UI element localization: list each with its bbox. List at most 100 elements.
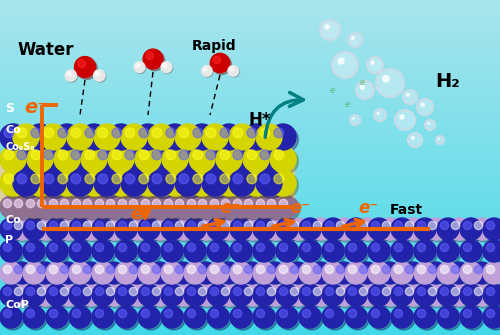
Circle shape <box>244 199 252 208</box>
Bar <box>0 262 500 263</box>
Circle shape <box>98 150 108 160</box>
Circle shape <box>72 309 80 318</box>
Circle shape <box>142 243 150 252</box>
Circle shape <box>204 148 231 174</box>
Circle shape <box>0 170 26 196</box>
Circle shape <box>186 220 208 242</box>
Bar <box>0 202 500 203</box>
Bar <box>0 46 500 47</box>
Bar <box>0 17 500 18</box>
Circle shape <box>232 148 258 174</box>
Circle shape <box>207 306 229 328</box>
Circle shape <box>139 174 149 184</box>
Circle shape <box>96 243 104 252</box>
Circle shape <box>324 308 346 330</box>
Bar <box>0 4 500 5</box>
Bar <box>0 54 500 55</box>
Bar <box>0 122 500 123</box>
Circle shape <box>186 198 208 220</box>
Circle shape <box>105 286 127 308</box>
Circle shape <box>103 196 125 218</box>
Circle shape <box>381 286 403 308</box>
Text: Water: Water <box>18 41 74 59</box>
Bar <box>0 108 500 109</box>
Bar <box>0 204 500 205</box>
Bar <box>0 201 500 202</box>
Circle shape <box>161 306 183 328</box>
Bar <box>0 19 500 20</box>
Bar <box>0 227 500 228</box>
Bar <box>0 124 500 125</box>
Circle shape <box>322 262 344 284</box>
Circle shape <box>440 221 448 230</box>
Circle shape <box>4 265 12 274</box>
Circle shape <box>143 49 163 69</box>
Circle shape <box>161 218 183 240</box>
Circle shape <box>232 286 254 308</box>
Bar <box>0 215 500 216</box>
Circle shape <box>464 221 471 230</box>
Bar <box>0 158 500 159</box>
Bar <box>0 276 500 277</box>
Circle shape <box>202 170 228 196</box>
Bar <box>0 163 500 164</box>
Circle shape <box>210 221 218 230</box>
Circle shape <box>483 262 500 284</box>
Circle shape <box>128 220 150 242</box>
Circle shape <box>347 220 369 242</box>
Circle shape <box>450 220 472 242</box>
Circle shape <box>26 265 34 274</box>
Bar <box>0 166 500 167</box>
Bar <box>0 147 500 148</box>
Bar <box>0 52 500 53</box>
Bar <box>0 153 500 154</box>
Circle shape <box>255 242 277 264</box>
Circle shape <box>108 170 134 196</box>
Circle shape <box>162 146 188 172</box>
Circle shape <box>142 287 150 296</box>
Bar <box>0 308 500 309</box>
Bar <box>0 159 500 160</box>
Circle shape <box>379 262 401 284</box>
Circle shape <box>301 242 323 264</box>
Circle shape <box>184 218 206 240</box>
Circle shape <box>314 287 322 296</box>
Circle shape <box>30 172 56 198</box>
Circle shape <box>439 220 461 242</box>
Bar <box>0 299 500 300</box>
Bar <box>0 87 500 88</box>
Circle shape <box>486 287 494 296</box>
Circle shape <box>299 218 321 240</box>
Circle shape <box>31 128 41 138</box>
Bar <box>0 187 500 188</box>
Bar <box>0 31 500 32</box>
Circle shape <box>25 308 47 330</box>
Bar <box>0 61 500 62</box>
Bar <box>0 197 500 198</box>
Circle shape <box>428 265 436 274</box>
Circle shape <box>2 308 24 330</box>
Bar <box>0 99 500 100</box>
Bar <box>0 191 500 192</box>
Bar <box>0 242 500 243</box>
Circle shape <box>56 172 82 198</box>
Circle shape <box>289 286 311 308</box>
Bar <box>0 280 500 281</box>
Circle shape <box>360 287 368 296</box>
Circle shape <box>40 124 66 150</box>
Bar <box>0 216 500 217</box>
Bar <box>0 93 500 94</box>
Circle shape <box>202 146 228 172</box>
Circle shape <box>243 198 265 220</box>
Text: e: e <box>330 86 335 95</box>
Circle shape <box>464 265 471 274</box>
Circle shape <box>414 262 436 284</box>
Bar <box>0 184 500 185</box>
Circle shape <box>163 264 185 286</box>
Bar <box>0 210 500 211</box>
Circle shape <box>370 264 392 286</box>
Bar <box>0 221 500 222</box>
Bar <box>0 233 500 234</box>
Circle shape <box>13 170 39 196</box>
Bar <box>0 5 500 6</box>
